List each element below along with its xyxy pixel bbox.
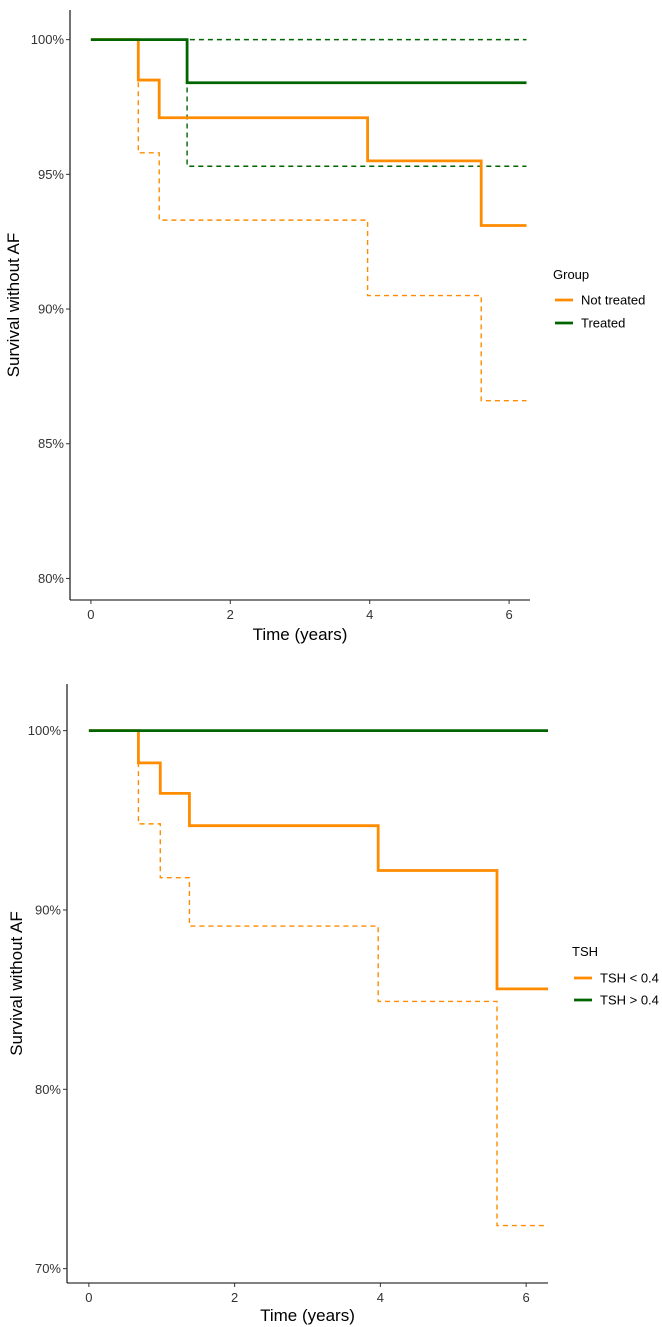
legend-title: Group — [553, 267, 589, 282]
x-axis-title: Time (years) — [253, 625, 348, 644]
y-tick-label: 70% — [35, 1261, 61, 1276]
x-axis-title: Time (years) — [260, 1306, 355, 1325]
legend-title: TSH — [572, 944, 598, 959]
legend-label-1: TSH < 0.4 — [600, 971, 659, 986]
y-tick-label: 85% — [38, 436, 64, 451]
legend-label-2: TSH > 0.4 — [600, 993, 659, 1008]
x-tick-label: 6 — [523, 1290, 530, 1305]
y-tick-label: 100% — [31, 32, 65, 47]
x-tick-label: 4 — [366, 607, 373, 622]
y-tick-label: 80% — [38, 571, 64, 586]
ci-lower-line-tsh-0-4 — [88, 729, 548, 1227]
series-line-treated — [90, 38, 527, 85]
y-tick-label: 90% — [38, 302, 64, 317]
x-tick-label: 0 — [87, 607, 94, 622]
y-axis-title: Survival without AF — [4, 233, 23, 378]
legend-label-2: Treated — [581, 316, 625, 331]
series-line-not-treated — [90, 38, 527, 227]
y-axis-title: Survival without AF — [7, 911, 26, 1056]
x-tick-label: 6 — [505, 607, 512, 622]
legend-label-1: Not treated — [581, 293, 645, 308]
x-tick-label: 4 — [377, 1290, 384, 1305]
series-line-tsh-0-4 — [88, 729, 548, 991]
chart-1: 80% 85% 90% 95% 100% 0 2 4 6 Time (years) Survival… — [4, 10, 645, 644]
y-tick-label: 80% — [35, 1082, 61, 1097]
x-tick-label: 2 — [227, 607, 234, 622]
ci-lower-line-treated — [90, 38, 527, 167]
y-tick-label: 90% — [35, 902, 61, 917]
x-tick-label: 0 — [85, 1290, 92, 1305]
y-tick-label: 100% — [28, 723, 62, 738]
y-tick-label: 95% — [38, 167, 64, 182]
ci-lower-line-not-treated — [90, 38, 527, 402]
x-tick-label: 2 — [231, 1290, 238, 1305]
chart-2: 70% 80% 90% 100% 0 2 4 6 Time (years) Survival wi… — [7, 684, 659, 1325]
